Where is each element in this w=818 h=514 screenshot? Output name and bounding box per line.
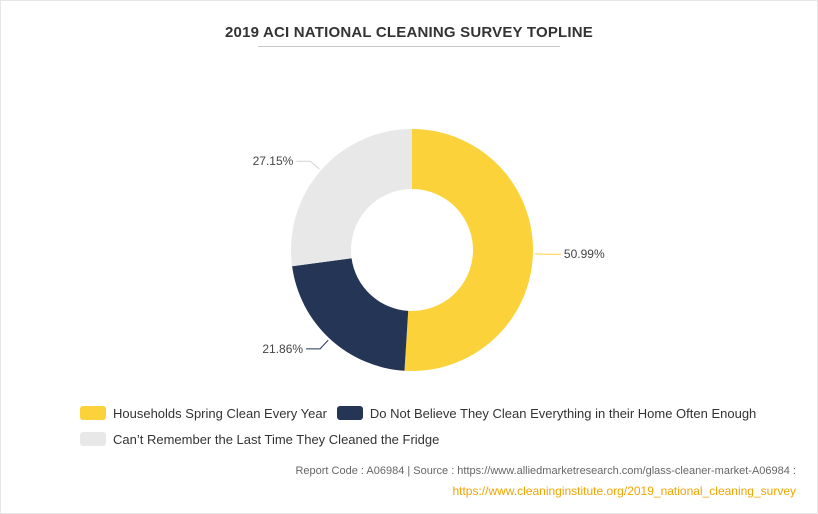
chart-title: 2019 ACI NATIONAL CLEANING SURVEY TOPLIN… xyxy=(225,24,593,41)
source-link[interactable]: https://www.cleaninginstitute.org/2019_n… xyxy=(452,484,796,498)
legend-row-2: Can’t Remember the Last Time They Cleane… xyxy=(80,430,780,448)
slice-spring-clean[interactable] xyxy=(404,129,534,371)
data-label-spring-clean: 50.99% xyxy=(564,247,605,261)
donut-chart: 50.99% 21.86% 27.15% xyxy=(253,129,605,371)
data-label-fridge: 27.15% xyxy=(253,154,294,168)
legend-item-not-often-enough[interactable]: Do Not Believe They Clean Everything in … xyxy=(336,405,757,421)
legend-swatch-fridge xyxy=(80,432,106,446)
leader-line-fridge xyxy=(296,160,320,170)
legend-label-not-often-enough: Do Not Believe They Clean Everything in … xyxy=(369,405,757,421)
leader-line-not-often-enough xyxy=(306,339,329,350)
chart-legend: Households Spring Clean Every Year Do No… xyxy=(80,404,780,456)
slice-fridge[interactable] xyxy=(291,129,412,267)
legend-swatch-spring-clean xyxy=(80,406,106,420)
legend-item-spring-clean[interactable]: Households Spring Clean Every Year xyxy=(80,406,327,421)
slice-not-often-enough[interactable] xyxy=(292,258,409,371)
data-label-not-often-enough: 21.86% xyxy=(262,342,303,356)
legend-swatch-not-often-enough xyxy=(336,406,363,420)
title-underline xyxy=(258,46,560,47)
report-source-line: Report Code : A06984 | Source : https://… xyxy=(295,465,796,477)
legend-label-fridge: Can’t Remember the Last Time They Cleane… xyxy=(113,431,440,447)
legend-label-spring-clean: Households Spring Clean Every Year xyxy=(113,405,327,421)
legend-item-fridge[interactable]: Can’t Remember the Last Time They Cleane… xyxy=(80,432,439,447)
legend-row-1: Households Spring Clean Every Year Do No… xyxy=(80,404,780,422)
